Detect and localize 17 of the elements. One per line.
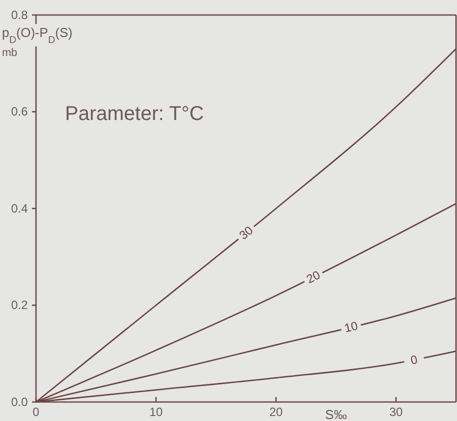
- y-tick-label: 0.2: [11, 298, 28, 312]
- text: 0: [409, 352, 420, 368]
- x-tick-label: 0: [32, 404, 40, 419]
- text: 20: [304, 268, 323, 286]
- y-tick-label: 0.6: [11, 104, 28, 119]
- annotation: Parameter: T°C: [65, 103, 204, 125]
- y-axis-title: p$_{D}$(O)-P$_{D}$(S): [2, 25, 72, 46]
- y-tick-label: 0.0: [11, 394, 28, 409]
- x-tick-label: 20: [269, 404, 283, 419]
- y-tick-label: 0.8: [11, 8, 28, 22]
- x-tick-label: 10: [149, 404, 163, 419]
- text: mb: [2, 47, 18, 59]
- text: 10: [342, 318, 360, 336]
- text: 30: [236, 223, 256, 242]
- y-tick-label: 0.4: [11, 201, 28, 216]
- x-tick-label: 30: [389, 404, 403, 419]
- x-axis-title: S‰: [325, 407, 347, 421]
